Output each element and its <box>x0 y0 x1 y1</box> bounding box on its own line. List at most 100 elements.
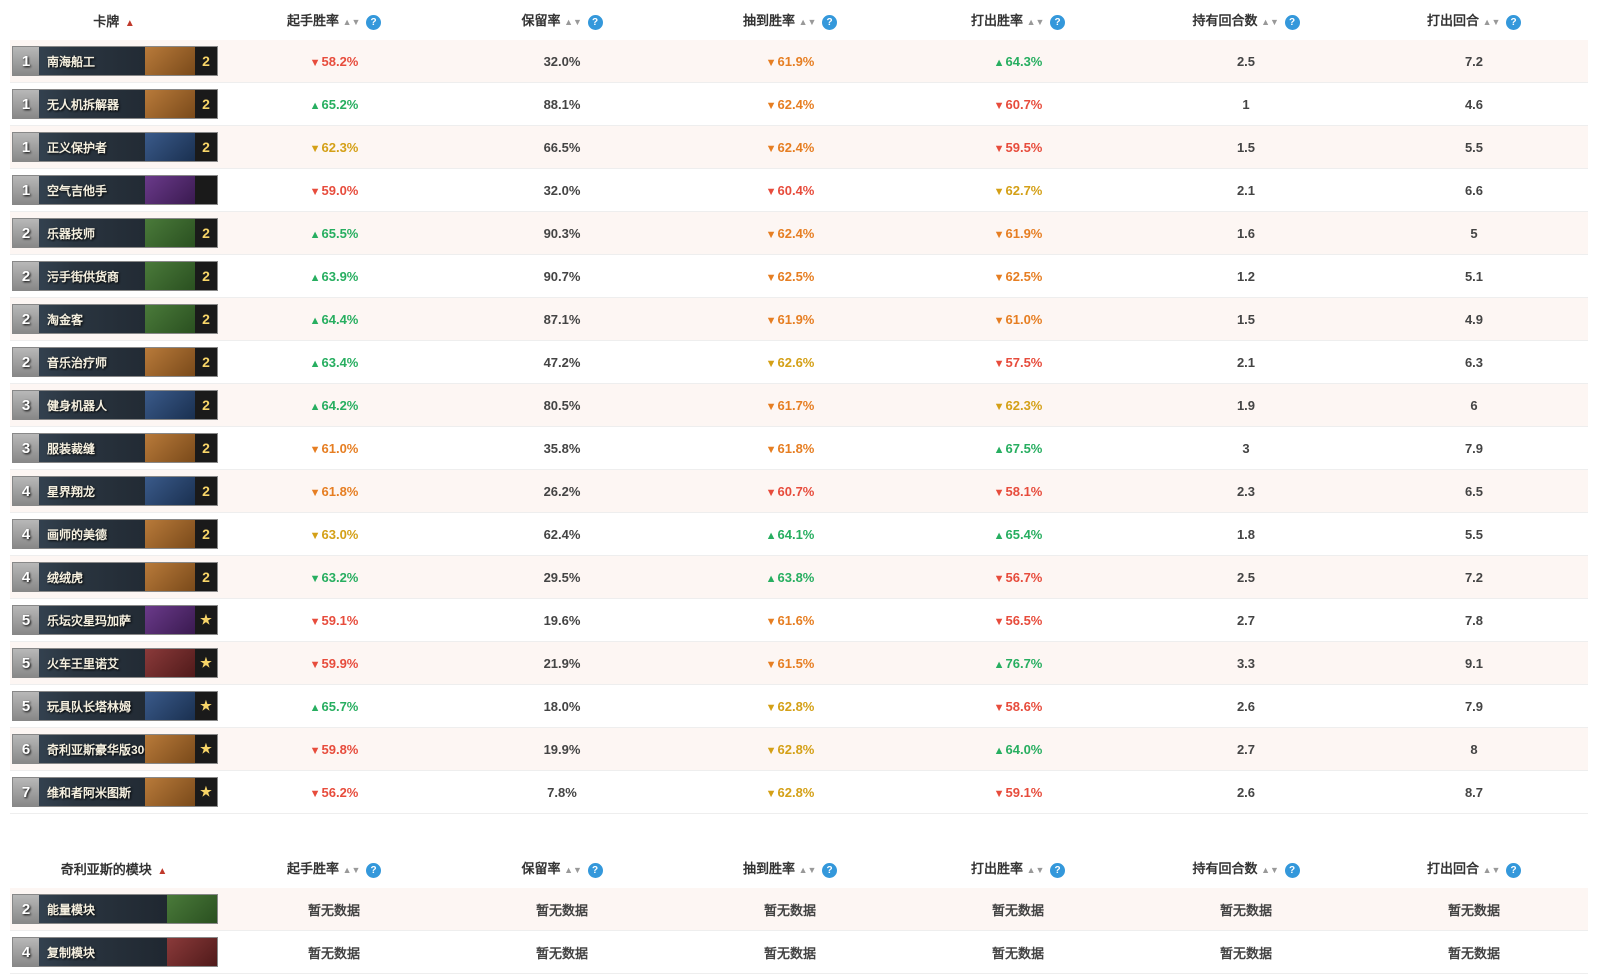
header-keep[interactable]: 保留率 ▲▼ ? <box>448 0 676 40</box>
played-wr-cell: ▼62.5% <box>904 255 1132 298</box>
card-count-empty <box>195 176 217 204</box>
help-icon[interactable]: ? <box>822 15 837 30</box>
keep-cell: 90.7% <box>448 255 676 298</box>
help-icon[interactable]: ? <box>588 863 603 878</box>
card-tile[interactable]: 4绒绒虎2 <box>12 562 218 592</box>
card-name: 乐坛灾星玛加萨 <box>39 612 145 629</box>
header-mulligan-wr[interactable]: 起手胜率 ▲▼ ? <box>220 848 448 888</box>
turn-played-cell: 6.6 <box>1360 169 1588 212</box>
turn-played-cell: 5 <box>1360 212 1588 255</box>
card-tile[interactable]: 3健身机器人2 <box>12 390 218 420</box>
card-tile[interactable]: 5玩具队长塔林姆★ <box>12 691 218 721</box>
card-tile[interactable]: 5乐坛灾星玛加萨★ <box>12 605 218 635</box>
help-icon[interactable]: ? <box>366 863 381 878</box>
card-name: 画师的美德 <box>39 526 145 543</box>
card-art <box>145 520 195 548</box>
mulligan-wr-cell: ▲64.4% <box>220 298 448 341</box>
card-count: 2 <box>195 262 217 290</box>
card-tile[interactable]: 4复制模块 <box>12 937 218 967</box>
card-art <box>145 434 195 462</box>
mulligan-wr-cell: ▼63.2% <box>220 556 448 599</box>
sort-icon: ▲▼ <box>1261 865 1279 875</box>
mana-cost: 1 <box>13 133 39 161</box>
card-name: 污手街供货商 <box>39 268 145 285</box>
help-icon[interactable]: ? <box>1506 15 1521 30</box>
keep-cell: 66.5% <box>448 126 676 169</box>
table-row: 4绒绒虎2▼63.2%29.5%▲63.8%▼56.7%2.57.2 <box>10 556 1588 599</box>
turn-played-cell: 7.2 <box>1360 556 1588 599</box>
card-tile[interactable]: 7维和者阿米图斯★ <box>12 777 218 807</box>
header-mulligan-wr[interactable]: 起手胜率 ▲▼ ? <box>220 0 448 40</box>
played-wr-cell: ▲64.0% <box>904 728 1132 771</box>
turns-held-cell: 3 <box>1132 427 1360 470</box>
mana-cost: 7 <box>13 778 39 806</box>
drawn-wr-cell: ▼62.8% <box>676 728 904 771</box>
card-tile[interactable]: 1空气吉他手 <box>12 175 218 205</box>
no-data-cell: 暂无数据 <box>676 931 904 974</box>
mulligan-wr-cell: ▲63.9% <box>220 255 448 298</box>
mulligan-wr-cell: ▲65.7% <box>220 685 448 728</box>
turns-held-cell: 1.2 <box>1132 255 1360 298</box>
help-icon[interactable]: ? <box>366 15 381 30</box>
card-tile[interactable]: 2淘金客2 <box>12 304 218 334</box>
card-art <box>145 391 195 419</box>
card-tile[interactable]: 2污手街供货商2 <box>12 261 218 291</box>
header-card[interactable]: 卡牌 ▲ <box>10 0 220 40</box>
card-tile[interactable]: 3服装裁缝2 <box>12 433 218 463</box>
card-tile[interactable]: 6奇利亚斯豪华版3000型★ <box>12 734 218 764</box>
turns-held-cell: 1 <box>1132 83 1360 126</box>
header-turn-played[interactable]: 打出回合 ▲▼ ? <box>1360 0 1588 40</box>
header-drawn-wr[interactable]: 抽到胜率 ▲▼ ? <box>676 0 904 40</box>
header-played-wr[interactable]: 打出胜率 ▲▼ ? <box>904 0 1132 40</box>
card-tile[interactable]: 4画师的美德2 <box>12 519 218 549</box>
header-module-card[interactable]: 奇利亚斯的模块 ▲ <box>10 848 220 888</box>
turns-held-cell: 2.1 <box>1132 169 1360 212</box>
card-tile[interactable]: 2能量模块 <box>12 894 218 924</box>
turn-played-cell: 7.8 <box>1360 599 1588 642</box>
card-art <box>145 305 195 333</box>
card-tile[interactable]: 2音乐治疗师2 <box>12 347 218 377</box>
turns-held-cell: 1.6 <box>1132 212 1360 255</box>
card-art <box>145 348 195 376</box>
card-count: 2 <box>195 348 217 376</box>
card-art <box>145 90 195 118</box>
card-cell: 3健身机器人2 <box>10 384 220 427</box>
header-turns-held[interactable]: 持有回合数 ▲▼ ? <box>1132 848 1360 888</box>
help-icon[interactable]: ? <box>822 863 837 878</box>
header-keep[interactable]: 保留率 ▲▼ ? <box>448 848 676 888</box>
card-tile[interactable]: 1南海船工2 <box>12 46 218 76</box>
header-turns-held[interactable]: 持有回合数 ▲▼ ? <box>1132 0 1360 40</box>
card-tile[interactable]: 2乐器技师2 <box>12 218 218 248</box>
card-art <box>145 778 195 806</box>
header-played-wr[interactable]: 打出胜率 ▲▼ ? <box>904 848 1132 888</box>
turn-played-cell: 6.5 <box>1360 470 1588 513</box>
turn-played-cell: 7.2 <box>1360 40 1588 83</box>
card-art <box>145 219 195 247</box>
turn-played-cell: 6 <box>1360 384 1588 427</box>
card-cell: 1南海船工2 <box>10 40 220 83</box>
card-tile[interactable]: 4星界翔龙2 <box>12 476 218 506</box>
help-icon[interactable]: ? <box>1285 15 1300 30</box>
card-tile[interactable]: 1无人机拆解器2 <box>12 89 218 119</box>
mulligan-wr-cell: ▲65.2% <box>220 83 448 126</box>
turn-played-cell: 7.9 <box>1360 685 1588 728</box>
turn-played-cell: 5.5 <box>1360 126 1588 169</box>
mulligan-wr-cell: ▼59.1% <box>220 599 448 642</box>
help-icon[interactable]: ? <box>588 15 603 30</box>
header-drawn-wr[interactable]: 抽到胜率 ▲▼ ? <box>676 848 904 888</box>
help-icon[interactable]: ? <box>1285 863 1300 878</box>
drawn-wr-cell: ▼61.8% <box>676 427 904 470</box>
mulligan-wr-cell: ▲65.5% <box>220 212 448 255</box>
card-count: 2 <box>195 219 217 247</box>
help-icon[interactable]: ? <box>1050 15 1065 30</box>
help-icon[interactable]: ? <box>1506 863 1521 878</box>
drawn-wr-cell: ▼61.5% <box>676 642 904 685</box>
card-tile[interactable]: 1正义保护者2 <box>12 132 218 162</box>
card-tile[interactable]: 5火车王里诺艾★ <box>12 648 218 678</box>
keep-cell: 18.0% <box>448 685 676 728</box>
table-row: 4复制模块暂无数据暂无数据暂无数据暂无数据暂无数据暂无数据 <box>10 931 1588 974</box>
header-turn-played[interactable]: 打出回合 ▲▼ ? <box>1360 848 1588 888</box>
table-row: 6奇利亚斯豪华版3000型★▼59.8%19.9%▼62.8%▲64.0%2.7… <box>10 728 1588 771</box>
help-icon[interactable]: ? <box>1050 863 1065 878</box>
table-row: 2音乐治疗师2▲63.4%47.2%▼62.6%▼57.5%2.16.3 <box>10 341 1588 384</box>
